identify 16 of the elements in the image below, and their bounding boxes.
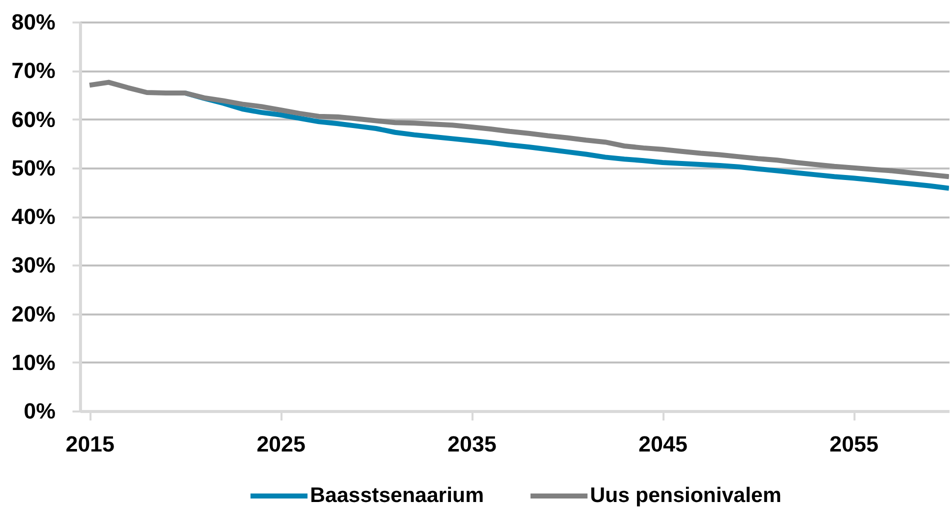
legend-label: Uus pensionivalem [590,484,782,507]
y-tick-label: 40% [11,204,56,229]
x-tick-label: 2025 [256,432,306,456]
x-tick-label: 2055 [830,432,878,456]
y-tick-label: 50% [11,155,56,180]
x-tick-label: 2035 [448,432,497,456]
y-tick-label: 80% [11,10,56,34]
legend-label: Baasstsenaarium [310,484,484,507]
x-tick-label: 2015 [66,432,115,456]
y-tick-label: 30% [11,252,56,278]
y-tick-label: 70% [11,58,56,84]
y-tick-label: 10% [11,350,56,375]
y-tick-label: 0% [24,398,56,424]
y-tick-label: 20% [11,301,56,326]
y-tick-label: 60% [11,106,56,132]
x-tick-label: 2045 [638,432,688,456]
